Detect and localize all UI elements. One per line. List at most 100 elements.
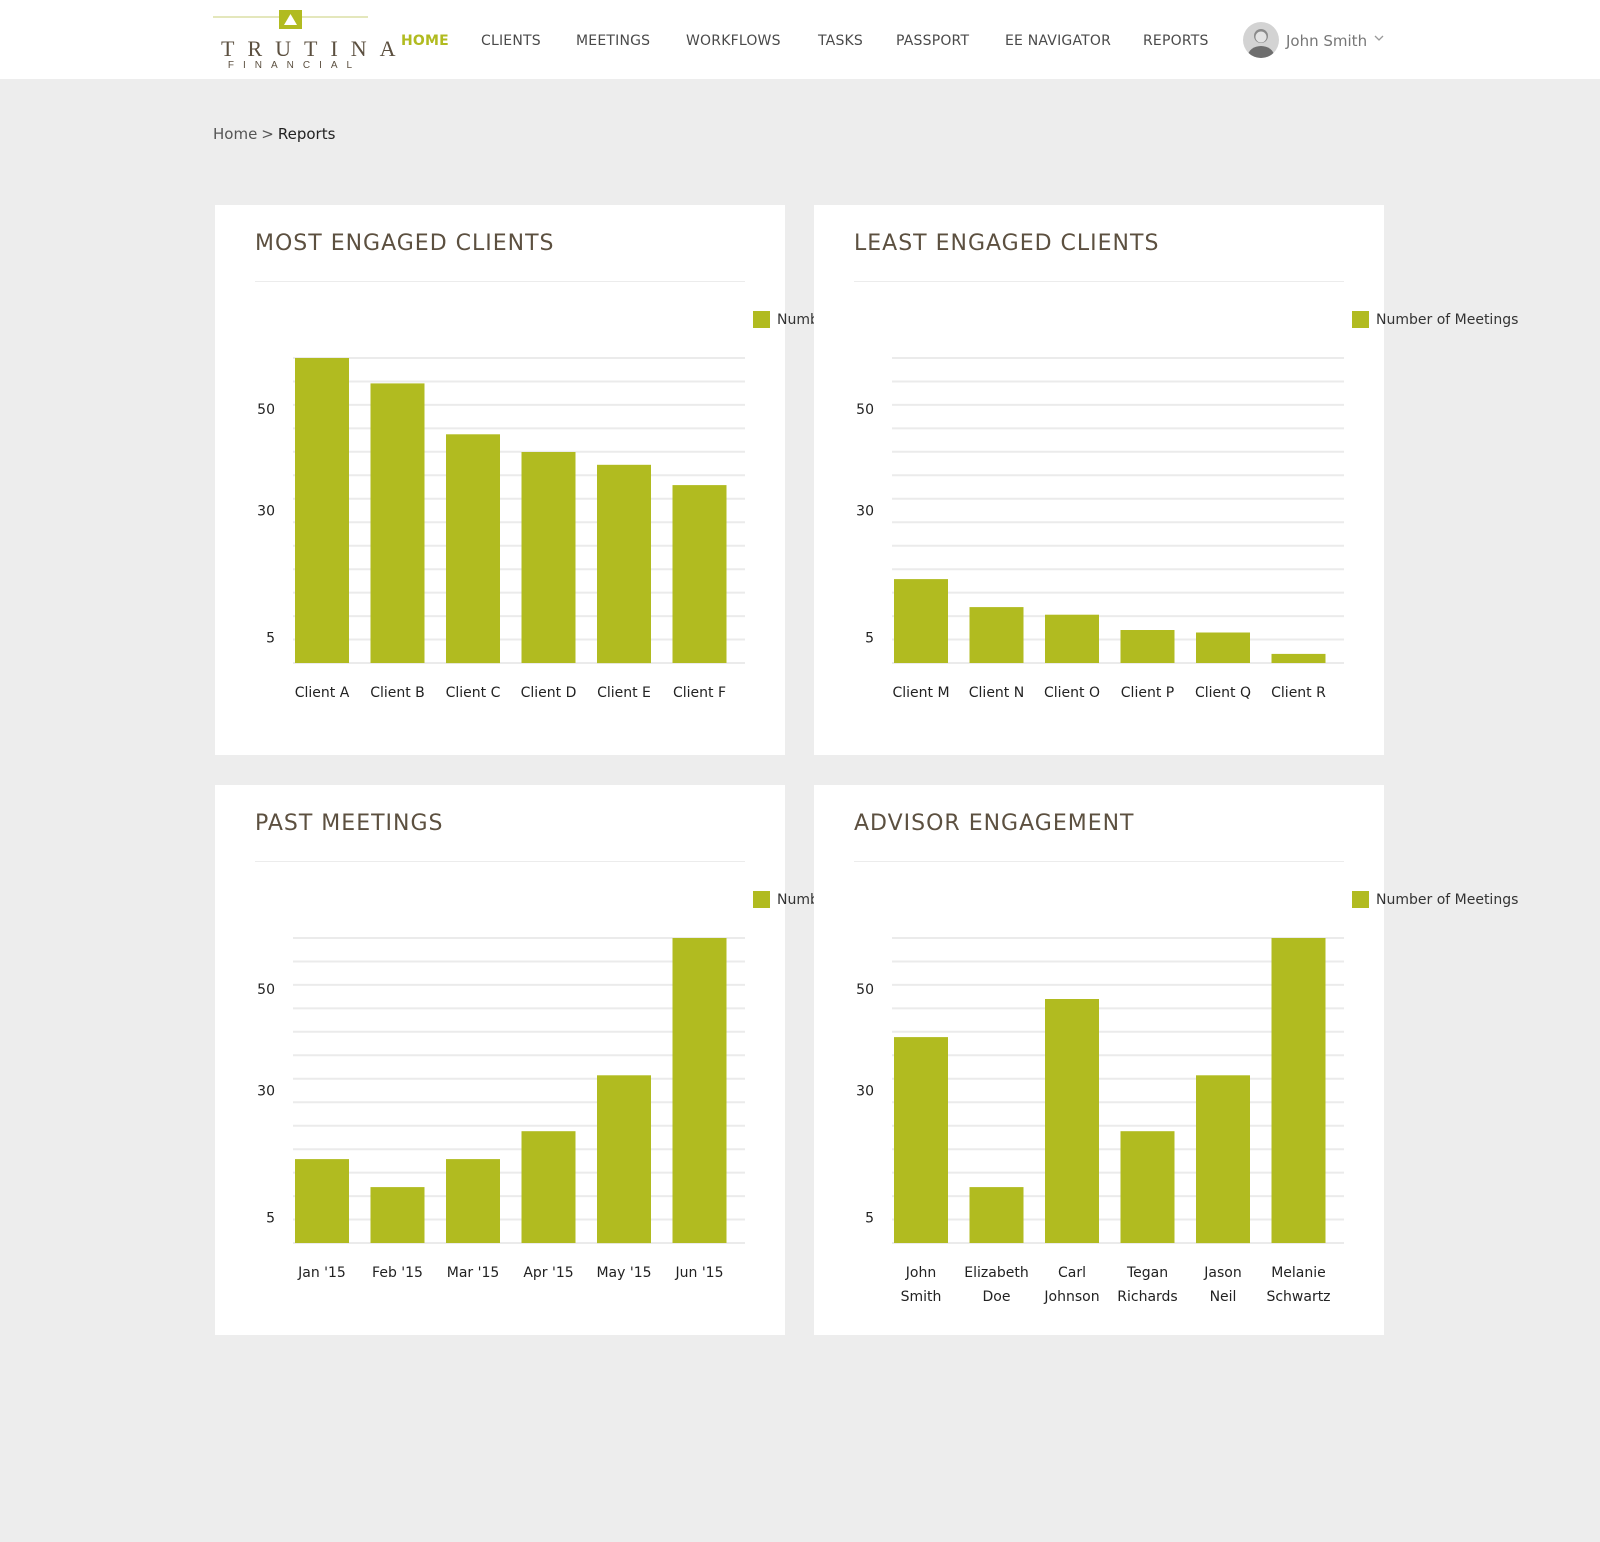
x-category-label: Client C (446, 685, 501, 701)
chart-bar (521, 1131, 576, 1243)
chart-bar (1045, 999, 1099, 1243)
chart-bar (295, 1159, 349, 1243)
x-category-label: May '15 (596, 1265, 651, 1281)
card-title: PAST MEETINGS (255, 811, 444, 836)
x-category-label: Feb '15 (372, 1265, 423, 1281)
nav-item-clients[interactable]: CLIENTS (481, 33, 541, 49)
chart-bar (370, 383, 425, 663)
x-category-label: Client B (370, 685, 425, 701)
y-tick-label: 30 (257, 1084, 275, 1100)
chart-bar (1045, 614, 1099, 663)
x-category-label: Carl Johnson (1043, 1265, 1099, 1305)
x-category-label: Jan '15 (297, 1265, 346, 1281)
legend-swatch (753, 311, 770, 328)
divider (255, 861, 745, 862)
x-category-label: Client E (597, 685, 651, 701)
least-engaged-clients-chart: 5 30 50 Client M Client N Client O Client P Cli… (856, 357, 1344, 701)
breadcrumb: Home > Reports (213, 125, 335, 143)
chart-bar (1120, 1131, 1175, 1243)
card-most-engaged-clients: MOST ENGAGED CLIENTS Number of Meetings … (215, 205, 919, 755)
y-tick-label: 50 (257, 982, 275, 998)
x-category-label: John Smith (901, 1265, 942, 1305)
y-tick-label: 5 (266, 631, 275, 647)
nav-item-workflows[interactable]: WORKFLOWS (686, 33, 781, 49)
x-category-label: Melanie Schwartz (1266, 1265, 1330, 1305)
x-category-label: Client O (1044, 685, 1100, 701)
x-category-label: Jun '15 (675, 1265, 724, 1281)
y-tick-label: 5 (266, 1211, 275, 1227)
card-past-meetings: PAST MEETINGS Number of Meetings 53050Ja… (215, 785, 919, 1335)
nav-item-home[interactable]: HOME (401, 33, 449, 49)
nav-item-passport[interactable]: PASSPORT (896, 33, 970, 49)
top-navigation-bar: TRUTINA FINANCIAL HOME CLIENTS MEETINGS … (0, 0, 1600, 79)
breadcrumb-home-link[interactable]: Home (213, 125, 258, 143)
card-least-engaged-clients: LEAST ENGAGED CLIENTS Number of Meetings… (814, 205, 1518, 755)
x-category-label: Apr '15 (523, 1265, 573, 1281)
x-category-label: Client M (892, 685, 949, 701)
y-tick-label: 50 (856, 982, 874, 998)
legend-label: Number of Meetings (1376, 892, 1519, 908)
nav-item-ee-navigator[interactable]: EE NAVIGATOR (1005, 33, 1112, 49)
y-tick-label: 50 (856, 402, 874, 418)
chart-bar (295, 358, 349, 663)
y-tick-label: 30 (856, 1084, 874, 1100)
legend-swatch (1352, 891, 1369, 908)
nav-item-tasks[interactable]: TASKS (818, 33, 863, 49)
chart-bar (446, 1159, 500, 1243)
chart-bar (969, 1187, 1024, 1243)
card-title: LEAST ENGAGED CLIENTS (854, 231, 1160, 256)
divider (854, 861, 1344, 862)
x-category-label: Client N (969, 685, 1024, 701)
legend-swatch (1352, 311, 1369, 328)
breadcrumb-separator: > (261, 125, 274, 143)
chart-bar (1271, 653, 1326, 663)
avatar (1243, 22, 1279, 58)
x-category-label: Client A (295, 685, 350, 701)
chart-bar (1196, 632, 1250, 663)
most-engaged-clients-chart: 5 30 50 Client A Client B Client C Client D Cli… (257, 357, 745, 701)
chart-bar (969, 607, 1024, 663)
x-category-label: Elizabeth Doe (964, 1265, 1028, 1305)
card-title: MOST ENGAGED CLIENTS (255, 231, 555, 256)
chart-bar (894, 1037, 948, 1243)
chart-bar (894, 579, 948, 663)
logo-wordmark: TRUTINA (221, 36, 409, 61)
x-category-label: Client D (521, 685, 577, 701)
chart-bar (1120, 630, 1175, 663)
trutina-logo[interactable]: TRUTINA FINANCIAL (213, 8, 409, 74)
y-tick-label: 5 (865, 631, 874, 647)
y-tick-label: 5 (865, 1211, 874, 1227)
x-category-label: Jason Neil (1203, 1265, 1241, 1305)
breadcrumb-current: Reports (277, 125, 336, 143)
nav-item-reports[interactable]: REPORTS (1143, 33, 1209, 49)
card-title: ADVISOR ENGAGEMENT (854, 811, 1135, 836)
x-category-label: Mar '15 (447, 1265, 500, 1281)
y-tick-label: 30 (856, 504, 874, 520)
chart-bar (672, 938, 727, 1243)
y-tick-label: 30 (257, 504, 275, 520)
legend-label: Number of Meetings (1376, 312, 1519, 328)
chart-bar (1196, 1075, 1250, 1244)
x-category-label: Client R (1271, 685, 1326, 701)
logo-subtitle: FINANCIAL (227, 60, 362, 71)
chart-bar (521, 452, 576, 663)
chart-bar (672, 485, 727, 663)
legend-swatch (753, 891, 770, 908)
x-category-label: Client Q (1195, 685, 1251, 701)
chart-bar (446, 434, 500, 664)
card-advisor-engagement: ADVISOR ENGAGEMENT Number of Meetings 5 3… (814, 785, 1518, 1335)
x-category-label: Client P (1121, 685, 1174, 701)
chart-bar (597, 1075, 651, 1244)
x-category-label: Tegan Richards (1117, 1265, 1177, 1305)
past-meetings-chart: 5 30 50 Jan '15 Feb '15 Mar '15 Apr '15 May '15… (257, 937, 745, 1281)
chart-bar (370, 1187, 425, 1243)
x-category-label: Client F (673, 685, 726, 701)
chevron-down-icon (1374, 35, 1384, 41)
advisor-engagement-chart: 5 30 50 John Smith Elizabeth Doe Carl Johnson Teg… (856, 937, 1344, 1305)
logo-emblem-icon (213, 10, 368, 29)
nav-item-meetings[interactable]: MEETINGS (576, 33, 651, 49)
divider (255, 281, 745, 282)
user-avatar-icon (1248, 29, 1274, 58)
y-tick-label: 50 (257, 402, 275, 418)
user-name: John Smith (1286, 32, 1368, 50)
